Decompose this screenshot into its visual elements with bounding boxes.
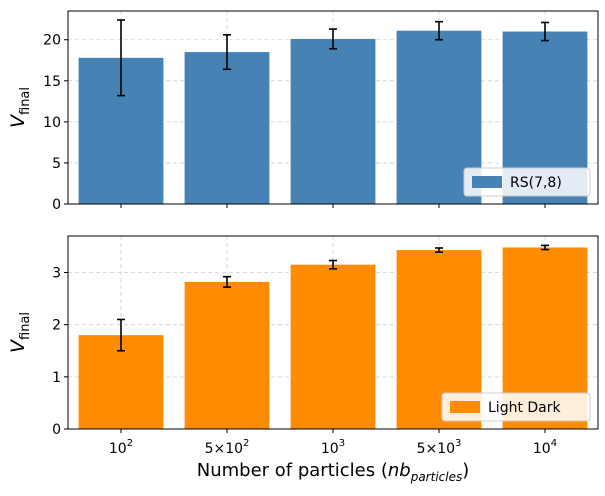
- legend-box: [463, 167, 591, 197]
- legend-swatch: [472, 176, 502, 188]
- legend: Light Dark: [441, 392, 591, 422]
- bar-3: [290, 38, 376, 205]
- legend: RS(7,8): [463, 167, 591, 197]
- error-bar-3: [329, 28, 337, 50]
- error-bar-5: [541, 244, 549, 251]
- y-tick-label: 0: [52, 422, 61, 438]
- panel-2: 0 1 2 3 Vfinal Light Dark: [7, 235, 599, 438]
- error-bar-4: [435, 247, 443, 253]
- x-tick-label: 104: [533, 438, 557, 457]
- y-tick-label: 0: [52, 197, 61, 213]
- error-bar-1: [117, 19, 125, 97]
- y-tick-label: 1: [52, 370, 61, 386]
- bar-2: [184, 52, 270, 205]
- error-bar-3: [329, 259, 337, 270]
- error-bar-4: [435, 20, 443, 41]
- legend-label: Light Dark: [488, 400, 562, 416]
- panel-1: 0 5 10 15 20 Vfinal RS(7,8): [7, 10, 599, 213]
- y-tick-label: 5: [52, 156, 61, 172]
- error-bar-1: [117, 318, 125, 352]
- x-axis-label: Number of particles (nbparticles): [197, 460, 470, 484]
- y-axis-label: Vfinal: [7, 312, 33, 353]
- y-tick-label: 10: [43, 115, 61, 131]
- y-tick-label: 15: [43, 74, 61, 90]
- error-bar-2: [223, 34, 231, 71]
- error-bar-5: [541, 21, 549, 42]
- x-tick-label: 5×103: [417, 438, 462, 457]
- legend-swatch: [450, 401, 480, 413]
- y-tick-label: 3: [52, 266, 61, 282]
- legend-box: [441, 392, 591, 422]
- legend-label: RS(7,8): [510, 175, 562, 191]
- bar-2: [184, 281, 270, 429]
- y-axis-label: Vfinal: [7, 87, 33, 128]
- bar-3: [290, 264, 376, 429]
- error-bar-2: [223, 275, 231, 288]
- x-tick-label: 102: [109, 438, 133, 457]
- y-tick-label: 2: [52, 318, 61, 334]
- x-tick-label: 5×102: [205, 438, 250, 457]
- x-tick-label: 103: [321, 438, 345, 457]
- y-tick-label: 20: [43, 33, 61, 49]
